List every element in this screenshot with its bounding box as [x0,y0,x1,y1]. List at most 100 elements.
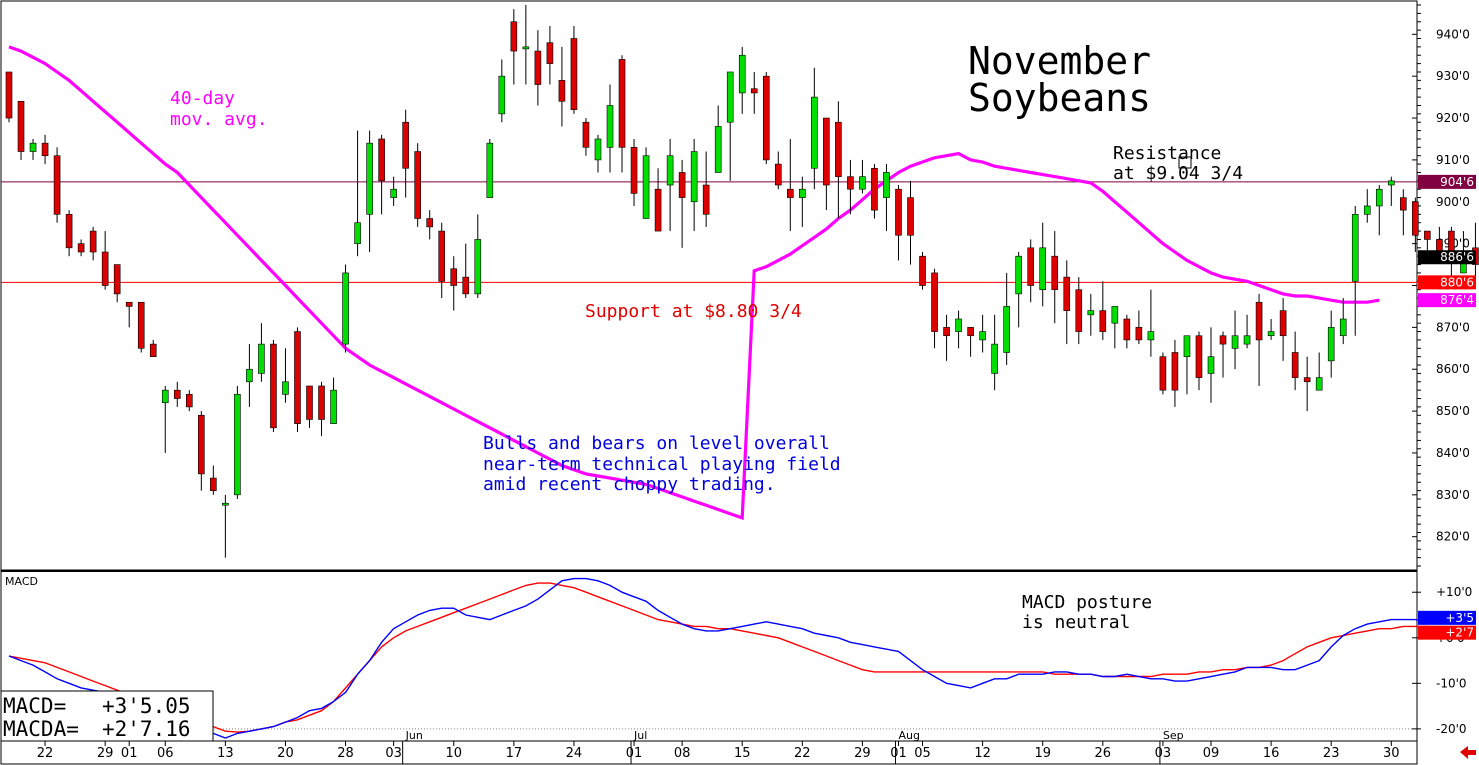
candle-body [342,272,349,345]
date-label: 01 [890,746,907,761]
macd-panel-frame [0,570,1418,742]
candle [1027,239,1034,303]
candle [991,314,998,391]
candle [750,71,758,114]
date-label: 16 [1263,746,1280,761]
resistance-annotation-line2: at $9.04 3/4 [1113,163,1243,184]
chart-title-line2: Soybeans [968,76,1151,120]
candle-body [1388,180,1395,186]
date-label: 06 [157,746,174,761]
candle-body [474,239,482,295]
candle-body [246,368,253,383]
resistance-marker [1178,156,1192,169]
candle-body [907,197,914,236]
macda-readout-label: MACDA= [3,717,79,741]
candle [1243,314,1251,349]
moving-average-line [8,45,1380,521]
candle [943,314,950,361]
candle-body [1123,318,1131,341]
candle [342,264,349,353]
candle [378,134,385,215]
candle [161,385,169,453]
candle-body [1327,327,1335,362]
candle [630,138,638,206]
price-tag-label: 876'4 [1440,293,1474,307]
support-resistance-lines [1,181,1417,283]
candle [1195,331,1203,391]
date-label: 17 [506,746,523,761]
month-label: Jun [405,729,423,742]
date-label: 12 [974,746,991,761]
candle [402,109,409,198]
candle-body [306,385,313,420]
macd-tick-label: -10'0 [1436,676,1467,690]
candle [762,71,770,165]
date-label: 01 [121,746,138,761]
candle-body [678,172,686,198]
candle [294,327,301,433]
price-tick-label: 830'0 [1436,488,1470,502]
macd-panel-label: MACD [5,575,38,588]
candle [17,100,25,160]
candle-body [774,163,782,186]
macd-annotation-line2: is neutral [1022,612,1130,633]
candle [1207,327,1215,403]
candle-body [1363,205,1371,215]
candle-body [390,188,397,198]
date-label: 05 [914,746,931,761]
candle [113,264,121,303]
price-tick-label: 930'0 [1436,69,1470,83]
candle [246,344,253,407]
candle-body [486,142,494,198]
price-tag-label: 886'6 [1440,250,1474,264]
candle [678,159,686,248]
candle [77,239,85,257]
candle [1388,176,1395,206]
candle-body [1219,335,1227,345]
macd-tick-label: -20'0 [1436,722,1467,736]
comment-line1: Bulls and bears on level overall [483,433,830,454]
price-tag-bg [1418,174,1476,189]
macd-readout-value: +3'5.05 [102,694,191,718]
candle-body [1339,318,1347,337]
date-label: 19 [1034,746,1051,761]
candle [606,84,614,173]
candle-body [1303,377,1311,383]
candle [41,134,49,165]
candle [330,377,337,424]
candle-body [101,251,109,286]
ma-annotation-line2: mov. avg. [170,109,268,130]
candle [210,465,217,495]
candle [714,105,722,173]
price-tags: 904'6 886'6 880'6 876'4 [1418,174,1476,308]
price-tick-label: 820'0 [1436,530,1470,544]
candle-body [642,155,650,219]
candle [462,243,470,299]
candle-body [354,222,361,244]
candle-body [823,117,830,186]
candle [859,159,866,194]
candle [823,117,830,211]
candle-body [198,414,205,475]
candle-body [510,21,518,52]
price-tick-label: 940'0 [1436,27,1470,41]
candle [1015,252,1022,328]
date-label: 09 [1203,746,1220,761]
candle-body [991,343,998,374]
candle-body [161,389,169,404]
candle [786,138,794,232]
candle [690,138,698,232]
candle [414,143,421,227]
candle [1315,352,1323,391]
scroll-arrow-icon[interactable] [1460,746,1476,759]
candle [1051,231,1059,324]
macd-tag: +2'7 [1418,625,1476,640]
candle-body [330,389,337,424]
candle-body [534,50,542,85]
candle-body [1171,352,1179,391]
candle [522,5,530,85]
candle-body [402,121,409,169]
candle [1135,310,1143,345]
candle [582,118,590,156]
